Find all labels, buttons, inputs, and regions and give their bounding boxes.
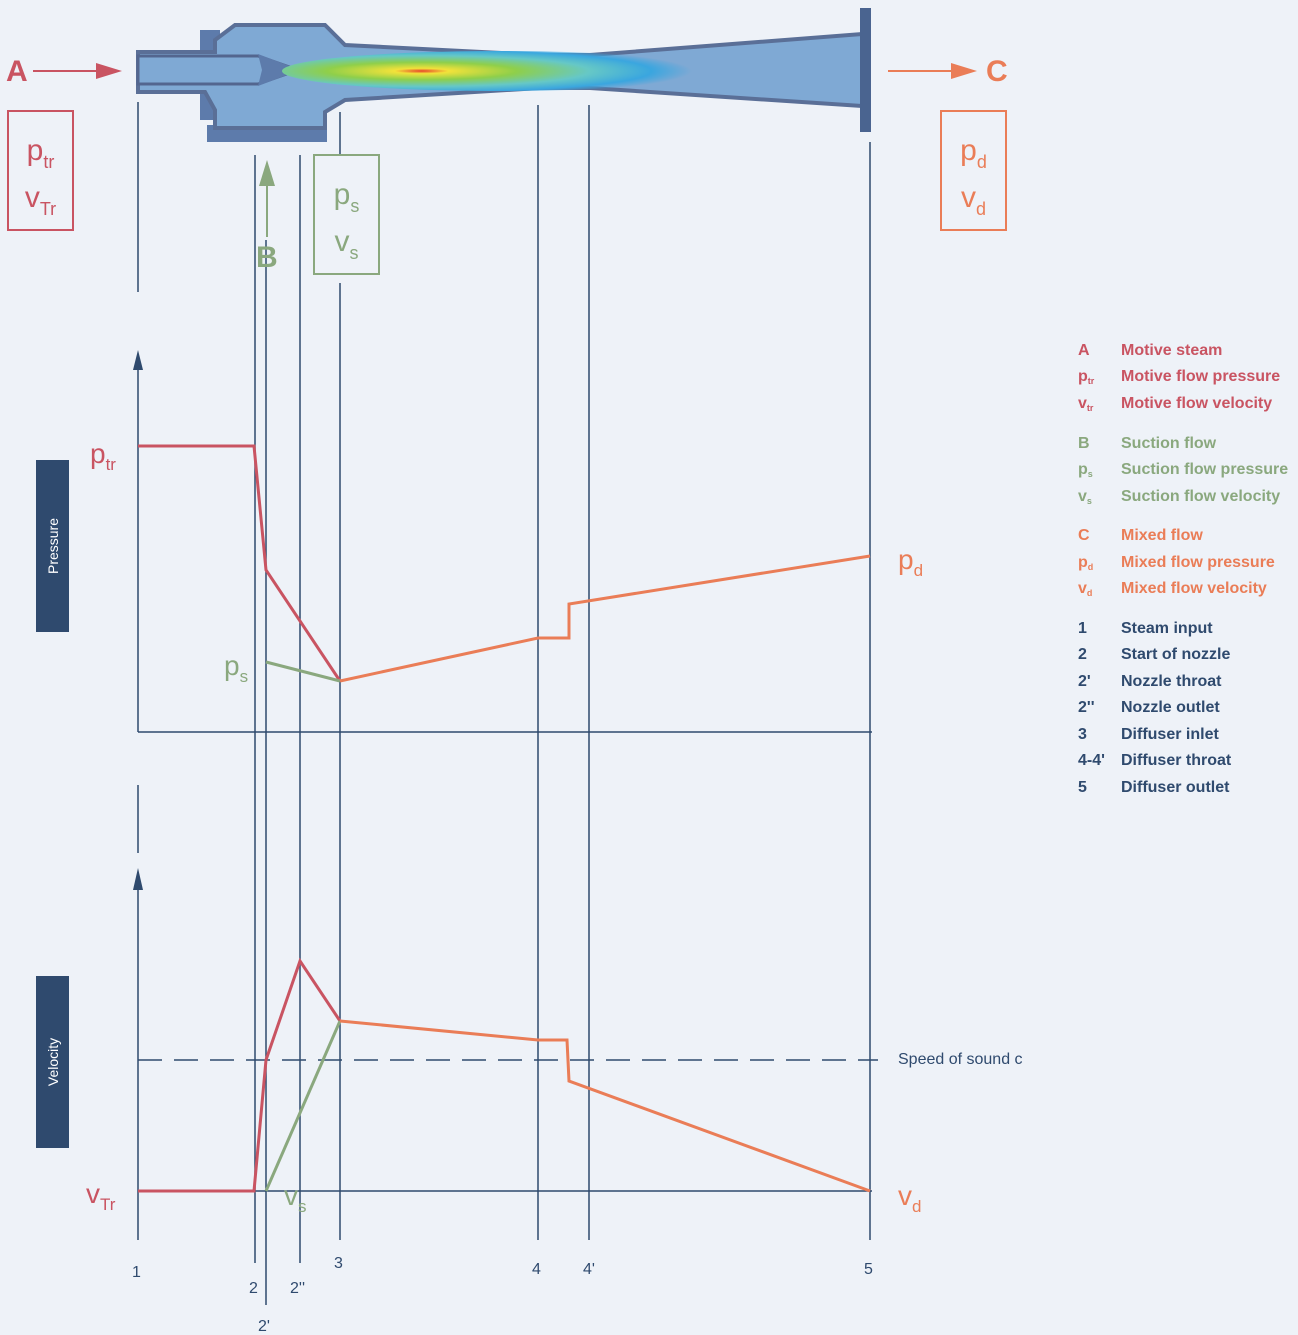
station-label-2pp: 2'' <box>290 1280 306 1297</box>
station-label-1: 1 <box>132 1264 141 1281</box>
mixed-pressure-label: pd <box>898 544 924 580</box>
legend-key: A <box>1078 342 1090 359</box>
legend-text: Suction flow pressure <box>1121 461 1289 478</box>
pressure-axes <box>133 350 872 733</box>
velocity-axes <box>133 868 878 1240</box>
legend-text: Diffuser outlet <box>1121 779 1230 796</box>
station-label-5: 5 <box>864 1261 873 1278</box>
mixed-box-v: v <box>960 181 976 214</box>
speed-of-sound-label: Speed of sound c <box>898 1051 1023 1068</box>
mixed-conditions-box: pd vd <box>940 110 1007 231</box>
suction-arrow <box>259 160 275 237</box>
motive-box-v-sub: Tr <box>39 199 57 219</box>
suction-pressure-label: ps <box>224 650 249 686</box>
station-label-4p: 4' <box>583 1261 595 1278</box>
motive-box-p: p <box>26 134 44 167</box>
suction-velocity-label: vs <box>284 1180 307 1216</box>
suction-box-v: v <box>334 225 350 258</box>
legend-key: 1 <box>1078 620 1087 637</box>
legend-text: Nozzle outlet <box>1121 699 1220 716</box>
legend-key: 2' <box>1078 673 1091 690</box>
velocity-band-label: Velocity <box>44 1037 61 1087</box>
legend-text: Mixed flow velocity <box>1121 580 1267 597</box>
ejector-body <box>136 8 871 142</box>
legend-text: Motive flow velocity <box>1121 395 1273 412</box>
legend-key: B <box>1078 435 1090 452</box>
outlet-flange <box>860 8 871 132</box>
legend-key: 2 <box>1078 646 1087 663</box>
legend-key: 3 <box>1078 726 1087 743</box>
legend-key: 2'' <box>1078 699 1095 716</box>
suction-box-p: p <box>333 178 351 211</box>
velocity-band: Velocity <box>36 976 69 1148</box>
mixed-velocity-label: vd <box>898 1180 922 1216</box>
legend-key: ps <box>1078 461 1093 479</box>
legend-text: Motive steam <box>1121 342 1223 359</box>
suction-arrow-label: B <box>256 241 278 274</box>
mixed-box-v-sub: d <box>975 199 986 219</box>
legend-text: Nozzle throat <box>1121 673 1222 690</box>
legend-text: Start of nozzle <box>1121 646 1231 663</box>
legend-key: vs <box>1078 488 1092 506</box>
motive-conditions-box: ptr vTr <box>7 110 74 231</box>
station-lines <box>137 102 871 1305</box>
mixed-pressure-curve <box>339 554 871 683</box>
legend-text: Mixed flow pressure <box>1121 554 1275 571</box>
legend-key: vtr <box>1078 395 1094 413</box>
legend-key: pd <box>1078 554 1094 572</box>
outlet-arrow-label: C <box>986 55 1008 88</box>
legend-text: Mixed flow <box>1121 527 1203 544</box>
pressure-band: Pressure <box>36 460 69 632</box>
pressure-band-label: Pressure <box>44 517 61 575</box>
legend-key: ptr <box>1078 368 1095 386</box>
suction-conditions-box: ps vs <box>313 154 380 275</box>
mixed-velocity-curve <box>339 1019 871 1193</box>
motive-pressure-label: ptr <box>90 438 116 474</box>
legend-text: Suction flow <box>1121 435 1217 452</box>
jet-plume <box>282 51 718 91</box>
motive-box-p-sub: tr <box>43 152 55 172</box>
outlet-arrow <box>888 63 977 79</box>
legend-text: Diffuser inlet <box>1121 726 1219 743</box>
suction-box-p-sub: s <box>350 196 360 216</box>
legend-text: Suction flow velocity <box>1121 488 1281 505</box>
suction-velocity-curve <box>264 1020 342 1192</box>
motive-velocity-curve <box>138 957 342 1193</box>
motive-velocity-label: vTr <box>86 1178 116 1214</box>
mixed-box-p: p <box>960 134 977 167</box>
suction-box-v-sub: s <box>349 243 359 263</box>
station-label-2p: 2' <box>258 1318 270 1335</box>
motive-pressure-curve <box>138 444 342 682</box>
suction-pressure-curve <box>265 660 341 683</box>
inlet-arrow <box>33 63 122 79</box>
legend-text: Diffuser throat <box>1121 752 1232 769</box>
nozzle-tip <box>258 54 300 86</box>
legend-key: vd <box>1078 580 1093 598</box>
legend-text: Steam input <box>1121 620 1213 637</box>
legend-key: C <box>1078 527 1090 544</box>
motive-box-v: v <box>24 181 40 214</box>
legend-key: 5 <box>1078 779 1087 796</box>
station-label-3: 3 <box>334 1255 343 1272</box>
station-label-2: 2 <box>249 1280 258 1297</box>
station-label-4: 4 <box>532 1261 541 1278</box>
inlet-arrow-label: A <box>6 55 28 88</box>
mixed-box-p-sub: d <box>976 152 987 172</box>
legend-key: 4-4' <box>1078 752 1105 769</box>
legend-text: Motive flow pressure <box>1121 368 1281 385</box>
